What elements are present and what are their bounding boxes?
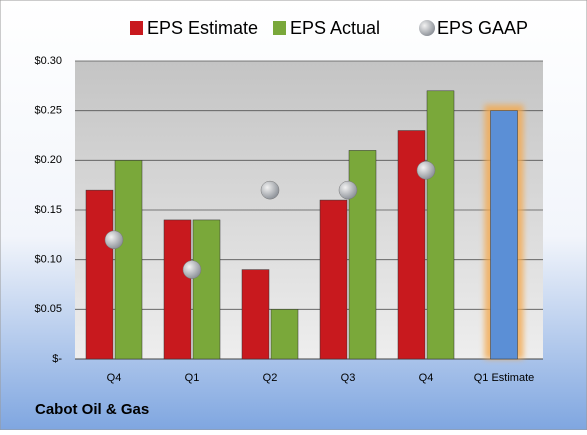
legend-label: EPS Actual [290,18,380,38]
chart-title: Cabot Oil & Gas [35,401,149,418]
x-tick-label: Q1 Estimate [474,372,535,384]
x-tick-label: Q1 [185,372,200,384]
x-tick-label: Q2 [263,372,278,384]
y-tick-label: $0.20 [34,154,62,166]
legend-marker [130,21,143,35]
gaap-point [104,230,124,250]
bar [114,160,143,360]
gaap-point [182,260,202,279]
gaap-point [260,180,280,200]
y-tick-label: $- [52,353,62,365]
y-tick-label: $0.30 [34,55,62,67]
bar [319,199,348,360]
bar [270,309,299,360]
x-tick-label: Q4 [107,372,122,384]
legend-label: EPS Estimate [147,18,258,38]
legend-marker [273,21,286,35]
y-tick-label: $0.05 [34,303,62,315]
y-tick-label: $0.15 [34,204,62,216]
bar [348,150,377,360]
y-tick-label: $0.25 [34,105,62,117]
x-tick-label: Q3 [341,372,356,384]
y-tick-label: $0.10 [34,254,62,266]
bar [241,269,270,360]
legend-label: EPS GAAP [437,18,528,38]
x-tick-label: Q4 [419,372,434,384]
bar [490,110,518,360]
bar [192,219,221,360]
bar [163,219,192,360]
legend-marker [419,20,435,36]
gaap-point [338,180,358,200]
bar [85,189,114,360]
gaap-point [416,161,436,180]
bar [426,90,455,360]
